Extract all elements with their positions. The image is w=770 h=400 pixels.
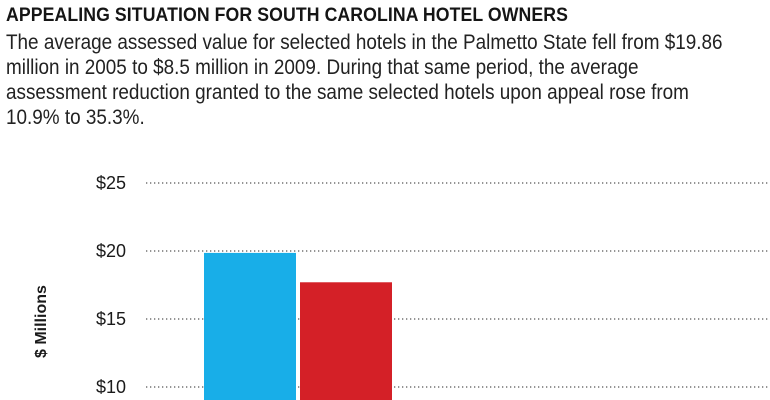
bars — [204, 252, 392, 400]
y-tick-label: $15 — [96, 309, 126, 329]
y-tick-label: $20 — [96, 241, 126, 261]
y-tick-label: $10 — [96, 377, 126, 397]
bar — [300, 282, 392, 400]
bar — [204, 252, 296, 400]
chart-subtitle: The average assessed value for selected … — [6, 31, 723, 129]
y-tick-labels: $25 $20 $15 $10 — [96, 173, 126, 397]
y-tick-label: $25 — [96, 173, 126, 193]
chart-title: APPEALING SITUATION FOR SOUTH CAROLINA H… — [6, 5, 569, 26]
